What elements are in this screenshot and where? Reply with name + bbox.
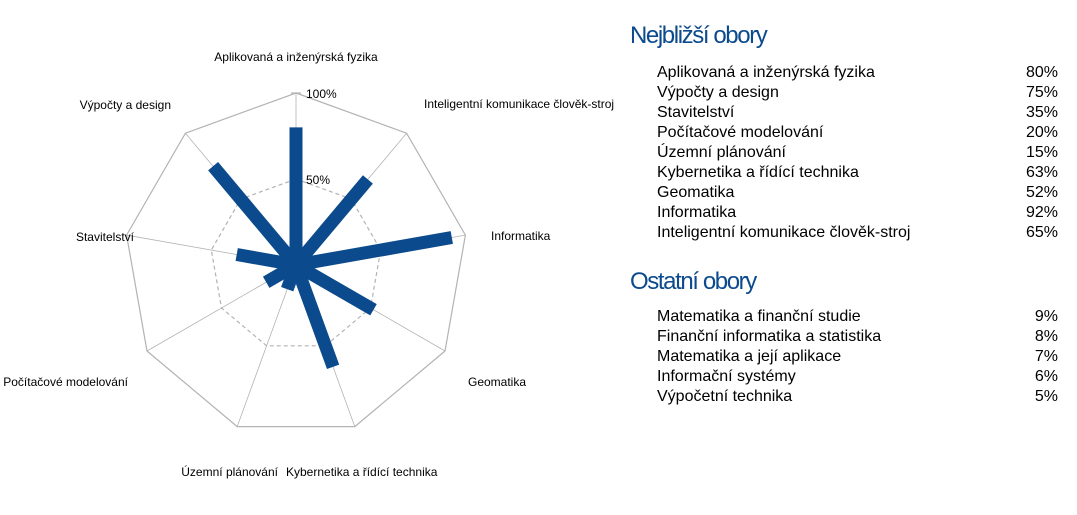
- radar-axis-labels: Aplikovaná a inženýrská fyzika Inteligent…: [3, 50, 614, 479]
- field-name: Výpočetní technika: [657, 388, 793, 405]
- field-name: Stavitelství: [657, 104, 735, 121]
- field-name: Informatika: [657, 204, 737, 221]
- radar-axis-label: Výpočty a design: [80, 98, 171, 112]
- field-percent: 15%: [1025, 144, 1058, 161]
- radar-ring-half: [210, 178, 382, 347]
- list-item: Informační systémy 6%: [657, 367, 1058, 387]
- field-percent: 20%: [1025, 124, 1058, 141]
- list-item: Stavitelství 35%: [657, 103, 1058, 123]
- field-percent: 5%: [1034, 388, 1058, 405]
- field-name: Aplikovaná a inženýrská fyzika: [657, 64, 875, 81]
- field-name: Inteligentní komunikace člověk-stroj: [657, 224, 911, 241]
- list-item: Kybernetika a řídící technika 63%: [657, 163, 1058, 183]
- list-item: Geomatika 52%: [657, 183, 1058, 203]
- field-percent: 92%: [1025, 204, 1058, 221]
- field-percent: 52%: [1025, 184, 1058, 201]
- radar-tick-label: 100%: [306, 87, 337, 101]
- other-fields-list: Matematika a finanční studie 9% Finanční i…: [657, 307, 1058, 407]
- radar-chart: Aplikovaná a inženýrská fyzika Inteligent…: [3, 50, 614, 479]
- field-name: Výpočty a design: [657, 84, 779, 101]
- radar-axis-label: Územní plánování: [181, 464, 278, 479]
- field-name: Kybernetika a řídící technika: [657, 164, 859, 181]
- radar-axis-label: Aplikovaná a inženýrská fyzika: [214, 50, 378, 64]
- field-percent: 7%: [1034, 348, 1058, 365]
- field-percent: 8%: [1034, 328, 1058, 345]
- field-name: Geomatika: [657, 184, 735, 201]
- radar-axis-label: Informatika: [491, 229, 551, 243]
- list-item: Matematika a finanční studie 9%: [657, 307, 1058, 327]
- list-item: Informatika 92%: [657, 203, 1058, 223]
- radar-axis-label: Počítačové modelování: [3, 375, 128, 389]
- field-name: Finanční informatika a statistika: [657, 328, 882, 345]
- list-item: Inteligentní komunikace člověk-stroj 65%: [657, 223, 1058, 243]
- field-percent: 6%: [1034, 368, 1058, 385]
- list-item: Výpočetní technika 5%: [657, 387, 1058, 407]
- field-percent: 35%: [1025, 104, 1058, 121]
- field-percent: 9%: [1034, 308, 1058, 325]
- other-fields-panel: Ostatní obory Matematika a finanční stud…: [630, 268, 1058, 407]
- radar-center: [286, 255, 306, 275]
- radar-tick-label: 50%: [306, 173, 330, 187]
- other-fields-title: Ostatní obory: [630, 268, 757, 295]
- field-percent: 80%: [1025, 64, 1058, 81]
- field-name: Informační systémy: [657, 368, 796, 385]
- radar-axis-label: Inteligentní komunikace člověk-stroj: [424, 97, 614, 111]
- radar-bar: [208, 162, 301, 270]
- list-item: Územní plánování 15%: [657, 143, 1058, 163]
- radar-tick-labels: 50% 100%: [306, 87, 337, 187]
- radar-bars: [208, 127, 453, 370]
- radar-axis-label: Stavitelství: [76, 230, 135, 244]
- field-name: Matematika a finanční studie: [657, 308, 861, 325]
- closest-fields-panel: Nejbližší obory Aplikovaná a inženýrská …: [630, 22, 1058, 243]
- radar-bar: [289, 262, 340, 370]
- field-name: Počítačové modelování: [657, 124, 824, 141]
- list-item: Výpočty a design 75%: [657, 83, 1058, 103]
- radar-bar: [291, 175, 373, 270]
- list-item: Aplikovaná a inženýrská fyzika 80%: [657, 63, 1058, 83]
- field-percent: 65%: [1025, 224, 1058, 241]
- radar-ring-outer: [125, 92, 467, 428]
- list-item: Matematika a její aplikace 7%: [657, 347, 1058, 367]
- radar-spoke: [236, 264, 297, 427]
- list-item: Počítačové modelování 20%: [657, 123, 1058, 143]
- field-name: Matematika a její aplikace: [657, 348, 842, 365]
- field-name: Územní plánování: [657, 144, 786, 161]
- closest-fields-list: Aplikovaná a inženýrská fyzika 80% Výpočty…: [657, 63, 1058, 243]
- closest-fields-title: Nejbližší obory: [630, 22, 768, 49]
- field-percent: 75%: [1025, 84, 1058, 101]
- field-percent: 63%: [1025, 164, 1058, 181]
- radar-axis-label: Geomatika: [468, 375, 526, 389]
- radar-bar: [294, 231, 453, 272]
- radar-bar: [292, 259, 377, 316]
- radar-axis-label: Kybernetika a řídící technika: [286, 465, 438, 479]
- list-item: Finanční informatika a statistika 8%: [657, 327, 1058, 347]
